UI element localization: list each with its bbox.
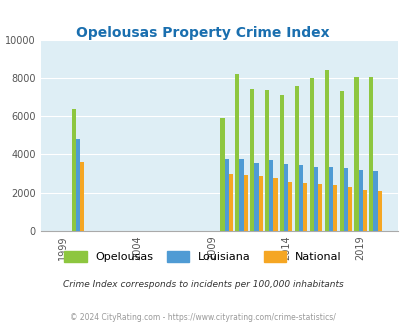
Bar — [354, 77, 358, 231]
Bar — [373, 171, 377, 231]
Bar — [249, 89, 254, 231]
Text: Opelousas Property Crime Index: Opelousas Property Crime Index — [76, 26, 329, 40]
Bar — [258, 177, 262, 231]
Text: Crime Index corresponds to incidents per 100,000 inhabitants: Crime Index corresponds to incidents per… — [62, 280, 343, 289]
Bar — [294, 86, 298, 231]
Bar — [328, 167, 332, 231]
Legend: Opelousas, Louisiana, National: Opelousas, Louisiana, National — [60, 247, 345, 267]
Bar — [324, 70, 328, 231]
Bar — [264, 90, 269, 231]
Bar — [80, 162, 84, 231]
Bar — [279, 95, 284, 231]
Bar — [332, 185, 336, 231]
Bar — [269, 160, 273, 231]
Bar — [309, 78, 313, 231]
Bar — [313, 167, 317, 231]
Bar — [303, 183, 307, 231]
Bar — [358, 170, 362, 231]
Bar — [284, 164, 288, 231]
Bar — [317, 184, 322, 231]
Bar — [377, 191, 381, 231]
Text: © 2024 CityRating.com - https://www.cityrating.com/crime-statistics/: © 2024 CityRating.com - https://www.city… — [70, 313, 335, 322]
Bar — [347, 187, 351, 231]
Bar — [298, 165, 303, 231]
Bar — [76, 139, 80, 231]
Bar — [339, 91, 343, 231]
Bar — [343, 168, 347, 231]
Bar — [254, 163, 258, 231]
Bar — [224, 159, 228, 231]
Bar — [243, 176, 247, 231]
Bar — [71, 109, 76, 231]
Bar — [235, 74, 239, 231]
Bar — [220, 118, 224, 231]
Bar — [369, 77, 373, 231]
Bar — [273, 178, 277, 231]
Bar — [288, 182, 292, 231]
Bar — [239, 159, 243, 231]
Bar — [362, 190, 366, 231]
Bar — [228, 174, 232, 231]
